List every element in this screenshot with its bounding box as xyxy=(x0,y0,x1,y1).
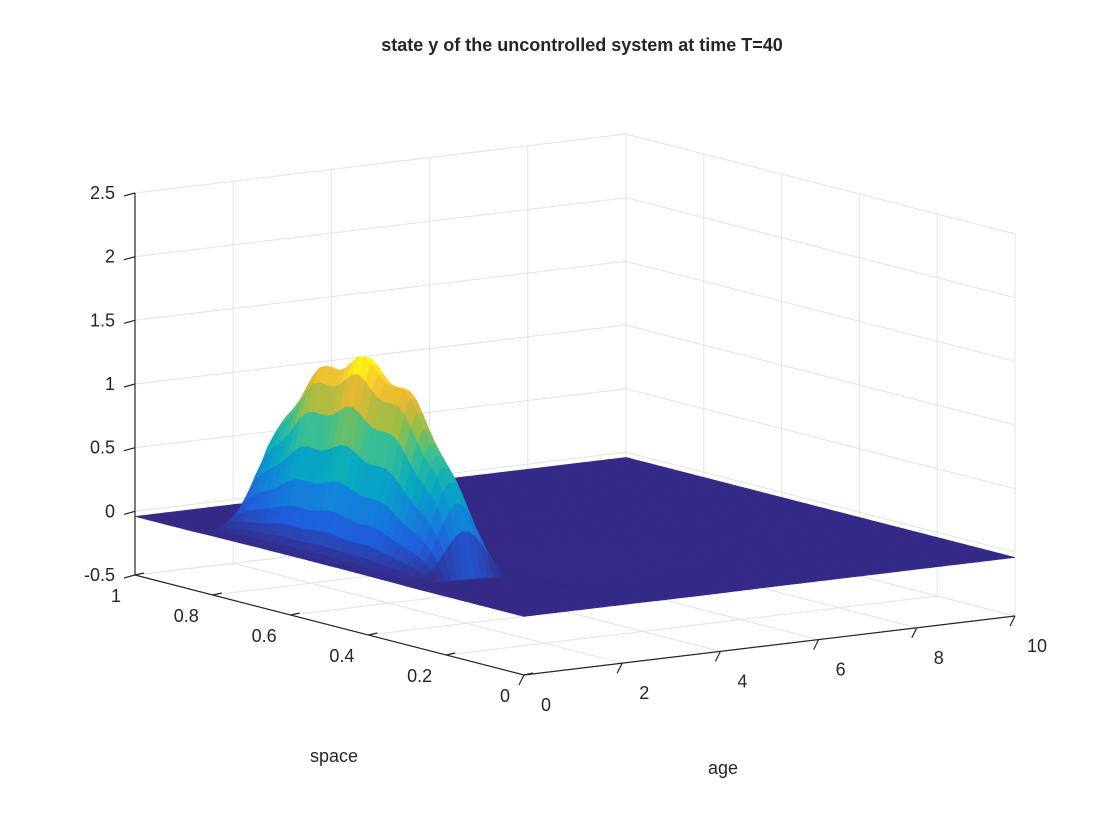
x-axis-label: age xyxy=(708,758,738,778)
x-tick-label: 2 xyxy=(639,683,649,703)
z-tick xyxy=(123,256,136,261)
z-tick xyxy=(123,510,136,515)
z-tick xyxy=(123,319,136,324)
x-tick-label: 10 xyxy=(1027,636,1047,656)
z-tick-label: 0.5 xyxy=(90,438,115,458)
z-tick-label: 2.5 xyxy=(90,183,115,203)
z-tick xyxy=(123,383,136,388)
chart-title: state y of the uncontrolled system at ti… xyxy=(381,35,783,55)
z-tick-label: 1 xyxy=(105,374,115,394)
grid-line xyxy=(134,133,1016,235)
y-tick-label: 0.2 xyxy=(407,666,432,686)
x-tick xyxy=(518,674,525,686)
x-tick xyxy=(616,662,623,674)
z-tick xyxy=(123,574,136,579)
y-tick-label: 0.4 xyxy=(329,646,354,666)
x-tick-label: 4 xyxy=(737,671,747,691)
z-tick-label: 2 xyxy=(105,247,115,267)
x-tick-label: 0 xyxy=(541,695,551,715)
z-tick xyxy=(123,192,136,197)
y-tick-label: 0 xyxy=(500,686,510,706)
z-tick-label: 0 xyxy=(105,501,115,521)
x-tick-label: 8 xyxy=(934,648,944,668)
x-tick xyxy=(1009,615,1016,627)
grid-line xyxy=(134,197,1016,299)
z-tick xyxy=(123,447,136,452)
grid-line xyxy=(134,324,1016,426)
z-tick-label: 1.5 xyxy=(90,310,115,330)
y-axis-label: space xyxy=(310,746,358,766)
grid-line xyxy=(446,595,938,656)
x-tick xyxy=(813,639,820,650)
grid-line xyxy=(233,562,623,664)
grid-line xyxy=(134,260,1016,362)
x-tick xyxy=(714,651,721,662)
y-tick-label: 0.6 xyxy=(252,626,277,646)
y-tick-label: 0.8 xyxy=(174,606,199,626)
labels-layer: state y of the uncontrolled system at ti… xyxy=(84,35,1047,778)
z-tick-label: -0.5 xyxy=(84,565,115,585)
y-tick-label: 1 xyxy=(111,586,121,606)
x-tick-label: 6 xyxy=(836,660,846,680)
x-tick xyxy=(911,627,918,639)
surface-layer xyxy=(134,355,1016,617)
